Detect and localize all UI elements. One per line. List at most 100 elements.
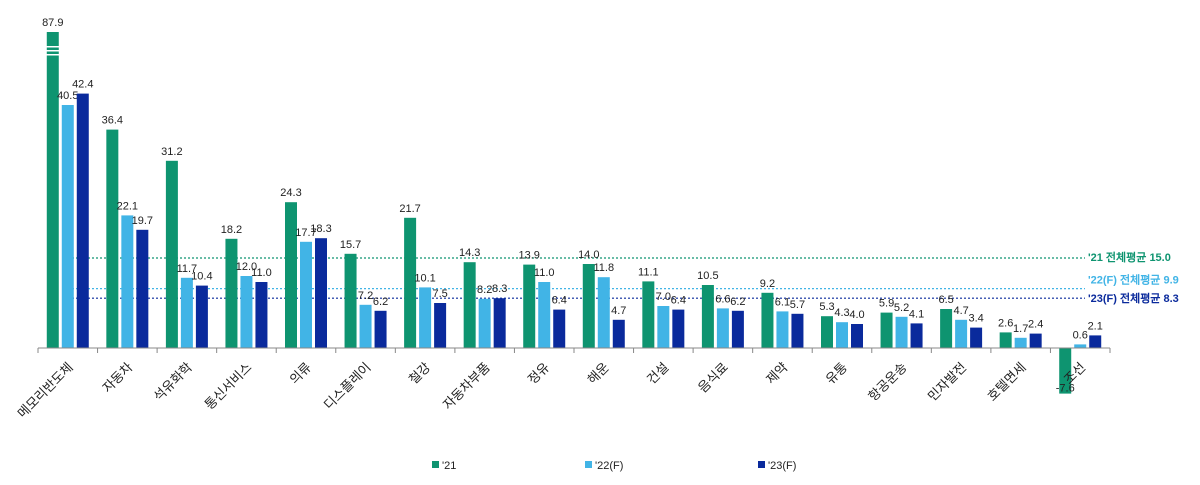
x-tick-label: 해운 xyxy=(584,359,612,387)
data-label: 4.7 xyxy=(953,305,968,317)
bar xyxy=(478,298,491,348)
bar xyxy=(1059,348,1072,394)
bar xyxy=(225,238,238,348)
data-label: 19.7 xyxy=(132,215,153,227)
data-label: 4.3 xyxy=(834,307,849,319)
bar xyxy=(136,229,149,348)
bar xyxy=(285,202,297,348)
data-label: 11.0 xyxy=(251,267,272,279)
bar xyxy=(374,310,387,348)
bar xyxy=(657,306,670,348)
data-label: 17.7 xyxy=(295,227,316,239)
bar xyxy=(851,324,863,348)
axis-break-mark xyxy=(45,54,60,56)
x-tick-label: 의류 xyxy=(287,359,315,387)
bar xyxy=(493,298,506,348)
data-label: 10.4 xyxy=(191,271,212,283)
bar xyxy=(240,276,253,348)
x-tick-label: 음식료 xyxy=(695,359,731,395)
bar xyxy=(523,264,536,348)
bar xyxy=(180,277,193,348)
x-tick-label: 건설 xyxy=(644,360,672,388)
data-label: 5.9 xyxy=(879,298,894,310)
bar xyxy=(419,287,432,348)
data-label: 0.6 xyxy=(1073,329,1088,341)
bar xyxy=(791,313,804,348)
x-tick-label: 디스플레이 xyxy=(321,360,374,413)
data-label: 5.7 xyxy=(790,299,805,311)
bar xyxy=(300,241,312,348)
data-label: 4.0 xyxy=(849,309,864,321)
data-label: 6.6 xyxy=(715,293,730,305)
data-label: 10.1 xyxy=(414,272,435,284)
data-label: 87.9 xyxy=(42,17,63,29)
data-label: 4.7 xyxy=(611,305,626,317)
bar xyxy=(582,264,595,348)
bar xyxy=(538,282,551,348)
data-label: 3.4 xyxy=(968,313,983,325)
axis-break-mark xyxy=(45,46,60,48)
bar xyxy=(106,129,119,348)
bar xyxy=(165,160,178,348)
data-label: 21.7 xyxy=(399,203,420,215)
bar xyxy=(597,277,610,348)
data-label: 11.1 xyxy=(638,266,659,278)
bar xyxy=(404,217,417,348)
data-label: 6.2 xyxy=(730,296,745,308)
bar xyxy=(1029,333,1042,348)
reference-line-label: '23(F) 전체평균 8.3 xyxy=(1088,291,1179,305)
data-label: 36.4 xyxy=(102,115,123,127)
legend-swatch xyxy=(432,461,439,468)
x-tick-label: 통신서비스 xyxy=(202,359,255,412)
data-label: 6.2 xyxy=(373,296,388,308)
bar xyxy=(315,238,327,348)
data-label: 24.3 xyxy=(280,187,301,199)
bar xyxy=(553,309,566,348)
legend-swatch xyxy=(758,461,765,468)
data-label: 8.2 xyxy=(477,284,492,296)
x-tick-label: 제약 xyxy=(763,359,791,387)
data-label: 2.1 xyxy=(1088,320,1103,332)
data-label: 15.7 xyxy=(340,239,361,251)
bar xyxy=(999,332,1012,348)
x-tick-label: 유통 xyxy=(823,359,851,387)
x-tick-label: 자동차부품 xyxy=(440,359,493,412)
data-label: 2.4 xyxy=(1028,319,1043,331)
bar xyxy=(955,319,968,348)
bar xyxy=(776,311,789,348)
bar xyxy=(1089,335,1102,348)
reference-line-label: '21 전체평균 15.0 xyxy=(1088,250,1171,264)
data-label: 7.0 xyxy=(656,291,671,303)
data-label: 2.6 xyxy=(998,317,1013,329)
bar xyxy=(359,304,372,348)
data-label: 22.1 xyxy=(117,200,138,212)
bar xyxy=(434,303,447,348)
bar xyxy=(940,309,953,348)
bar xyxy=(344,253,357,348)
bar xyxy=(970,327,983,348)
bar xyxy=(612,319,625,348)
data-label: 4.1 xyxy=(909,308,924,320)
data-label: 14.3 xyxy=(459,247,480,259)
data-label: -7.6 xyxy=(1056,383,1075,395)
bar xyxy=(255,282,268,348)
bar xyxy=(642,281,655,348)
data-label: 6.5 xyxy=(938,294,953,306)
bar xyxy=(880,312,893,348)
bar xyxy=(121,215,134,348)
legend-swatch xyxy=(585,461,592,468)
legend-label: '23(F) xyxy=(768,460,796,472)
data-label: 5.2 xyxy=(894,302,909,314)
data-label: 11.7 xyxy=(177,263,198,275)
x-tick-label: 석유화학 xyxy=(151,359,195,403)
bar xyxy=(716,308,729,348)
reference-line-label: '22(F) 전체평균 9.9 xyxy=(1088,273,1179,287)
bar xyxy=(836,322,848,348)
data-label: 40.5 xyxy=(57,90,78,102)
bar xyxy=(821,316,833,348)
axis-break-mark xyxy=(45,50,60,52)
data-label: 7.2 xyxy=(358,290,373,302)
bar xyxy=(195,285,208,348)
bar xyxy=(672,309,685,348)
bar xyxy=(701,285,714,348)
